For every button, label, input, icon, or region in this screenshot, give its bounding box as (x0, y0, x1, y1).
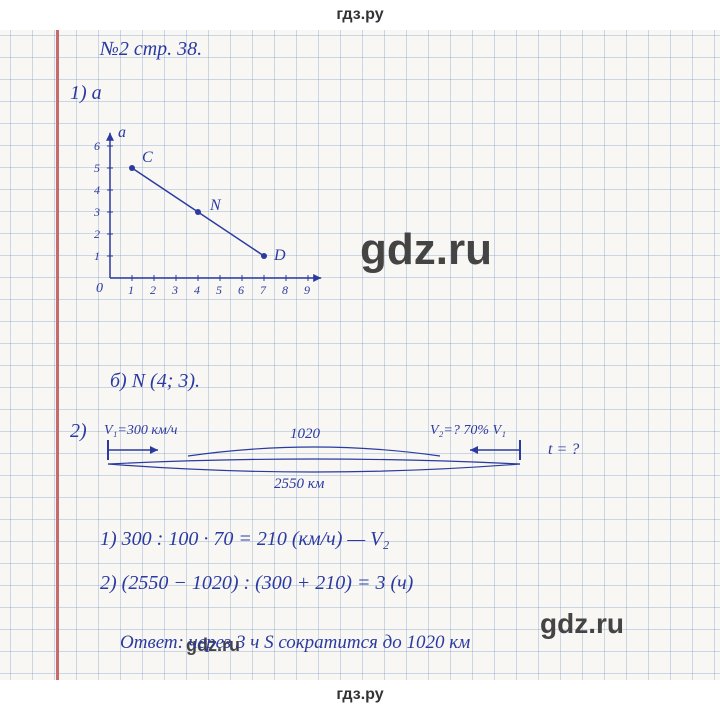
final-answer: Ответ: через 3 ч S сократится до 1020 км (120, 632, 470, 654)
svg-text:0: 0 (96, 281, 103, 296)
svg-text:2: 2 (94, 227, 100, 241)
watermark: gdz.ru (360, 225, 492, 275)
distance-diagram: V₁=300 км/ч 1020 V₂=? 70% V₁ t = ? 2550 км (90, 414, 610, 494)
svg-text:5: 5 (216, 283, 222, 297)
coordinate-chart: 0 1 2 3 4 5 6 7 8 9 1 2 3 4 5 6 aC N D (76, 90, 336, 310)
svg-text:2550 км: 2550 км (274, 476, 325, 492)
step-1: 1) 300 : 100 · 70 = 210 (км/ч) — V₂ (100, 528, 389, 551)
svg-text:D: D (273, 247, 286, 264)
svg-text:V₂=? 70% V₁: V₂=? 70% V₁ (430, 423, 506, 438)
site-header: гдз.ру (0, 0, 720, 30)
site-footer: гдз.ру (0, 680, 720, 710)
svg-text:8: 8 (282, 283, 288, 297)
svg-text:4: 4 (194, 283, 200, 297)
svg-text:1: 1 (128, 283, 134, 297)
svg-text:1: 1 (94, 249, 100, 263)
svg-text:t = ?: t = ? (548, 441, 579, 458)
svg-text:N: N (209, 197, 222, 214)
margin-line (56, 30, 59, 680)
svg-text:5: 5 (94, 161, 100, 175)
part1-answer-b: б) N (4; 3). (110, 370, 200, 393)
svg-text:6: 6 (94, 139, 100, 153)
exercise-title: №2 стр. 38. (100, 38, 202, 61)
svg-text:1020: 1020 (290, 426, 321, 442)
svg-text:C: C (142, 149, 153, 166)
svg-text:V₁=300 км/ч: V₁=300 км/ч (104, 423, 178, 438)
svg-text:a: a (118, 124, 126, 141)
svg-text:9: 9 (304, 283, 310, 297)
svg-text:2: 2 (150, 283, 156, 297)
svg-text:3: 3 (171, 283, 178, 297)
svg-text:6: 6 (238, 283, 244, 297)
step-2: 2) (2550 − 1020) : (300 + 210) = 3 (ч) (100, 572, 413, 595)
svg-text:7: 7 (260, 283, 267, 297)
notebook-page: gdz.ru gdz.ru gdz.ru №2 стр. 38. 1) а 01… (0, 30, 720, 680)
svg-text:3: 3 (93, 205, 100, 219)
svg-text:4: 4 (94, 183, 100, 197)
watermark: gdz.ru (540, 608, 624, 640)
part2-label: 2) (70, 420, 87, 443)
